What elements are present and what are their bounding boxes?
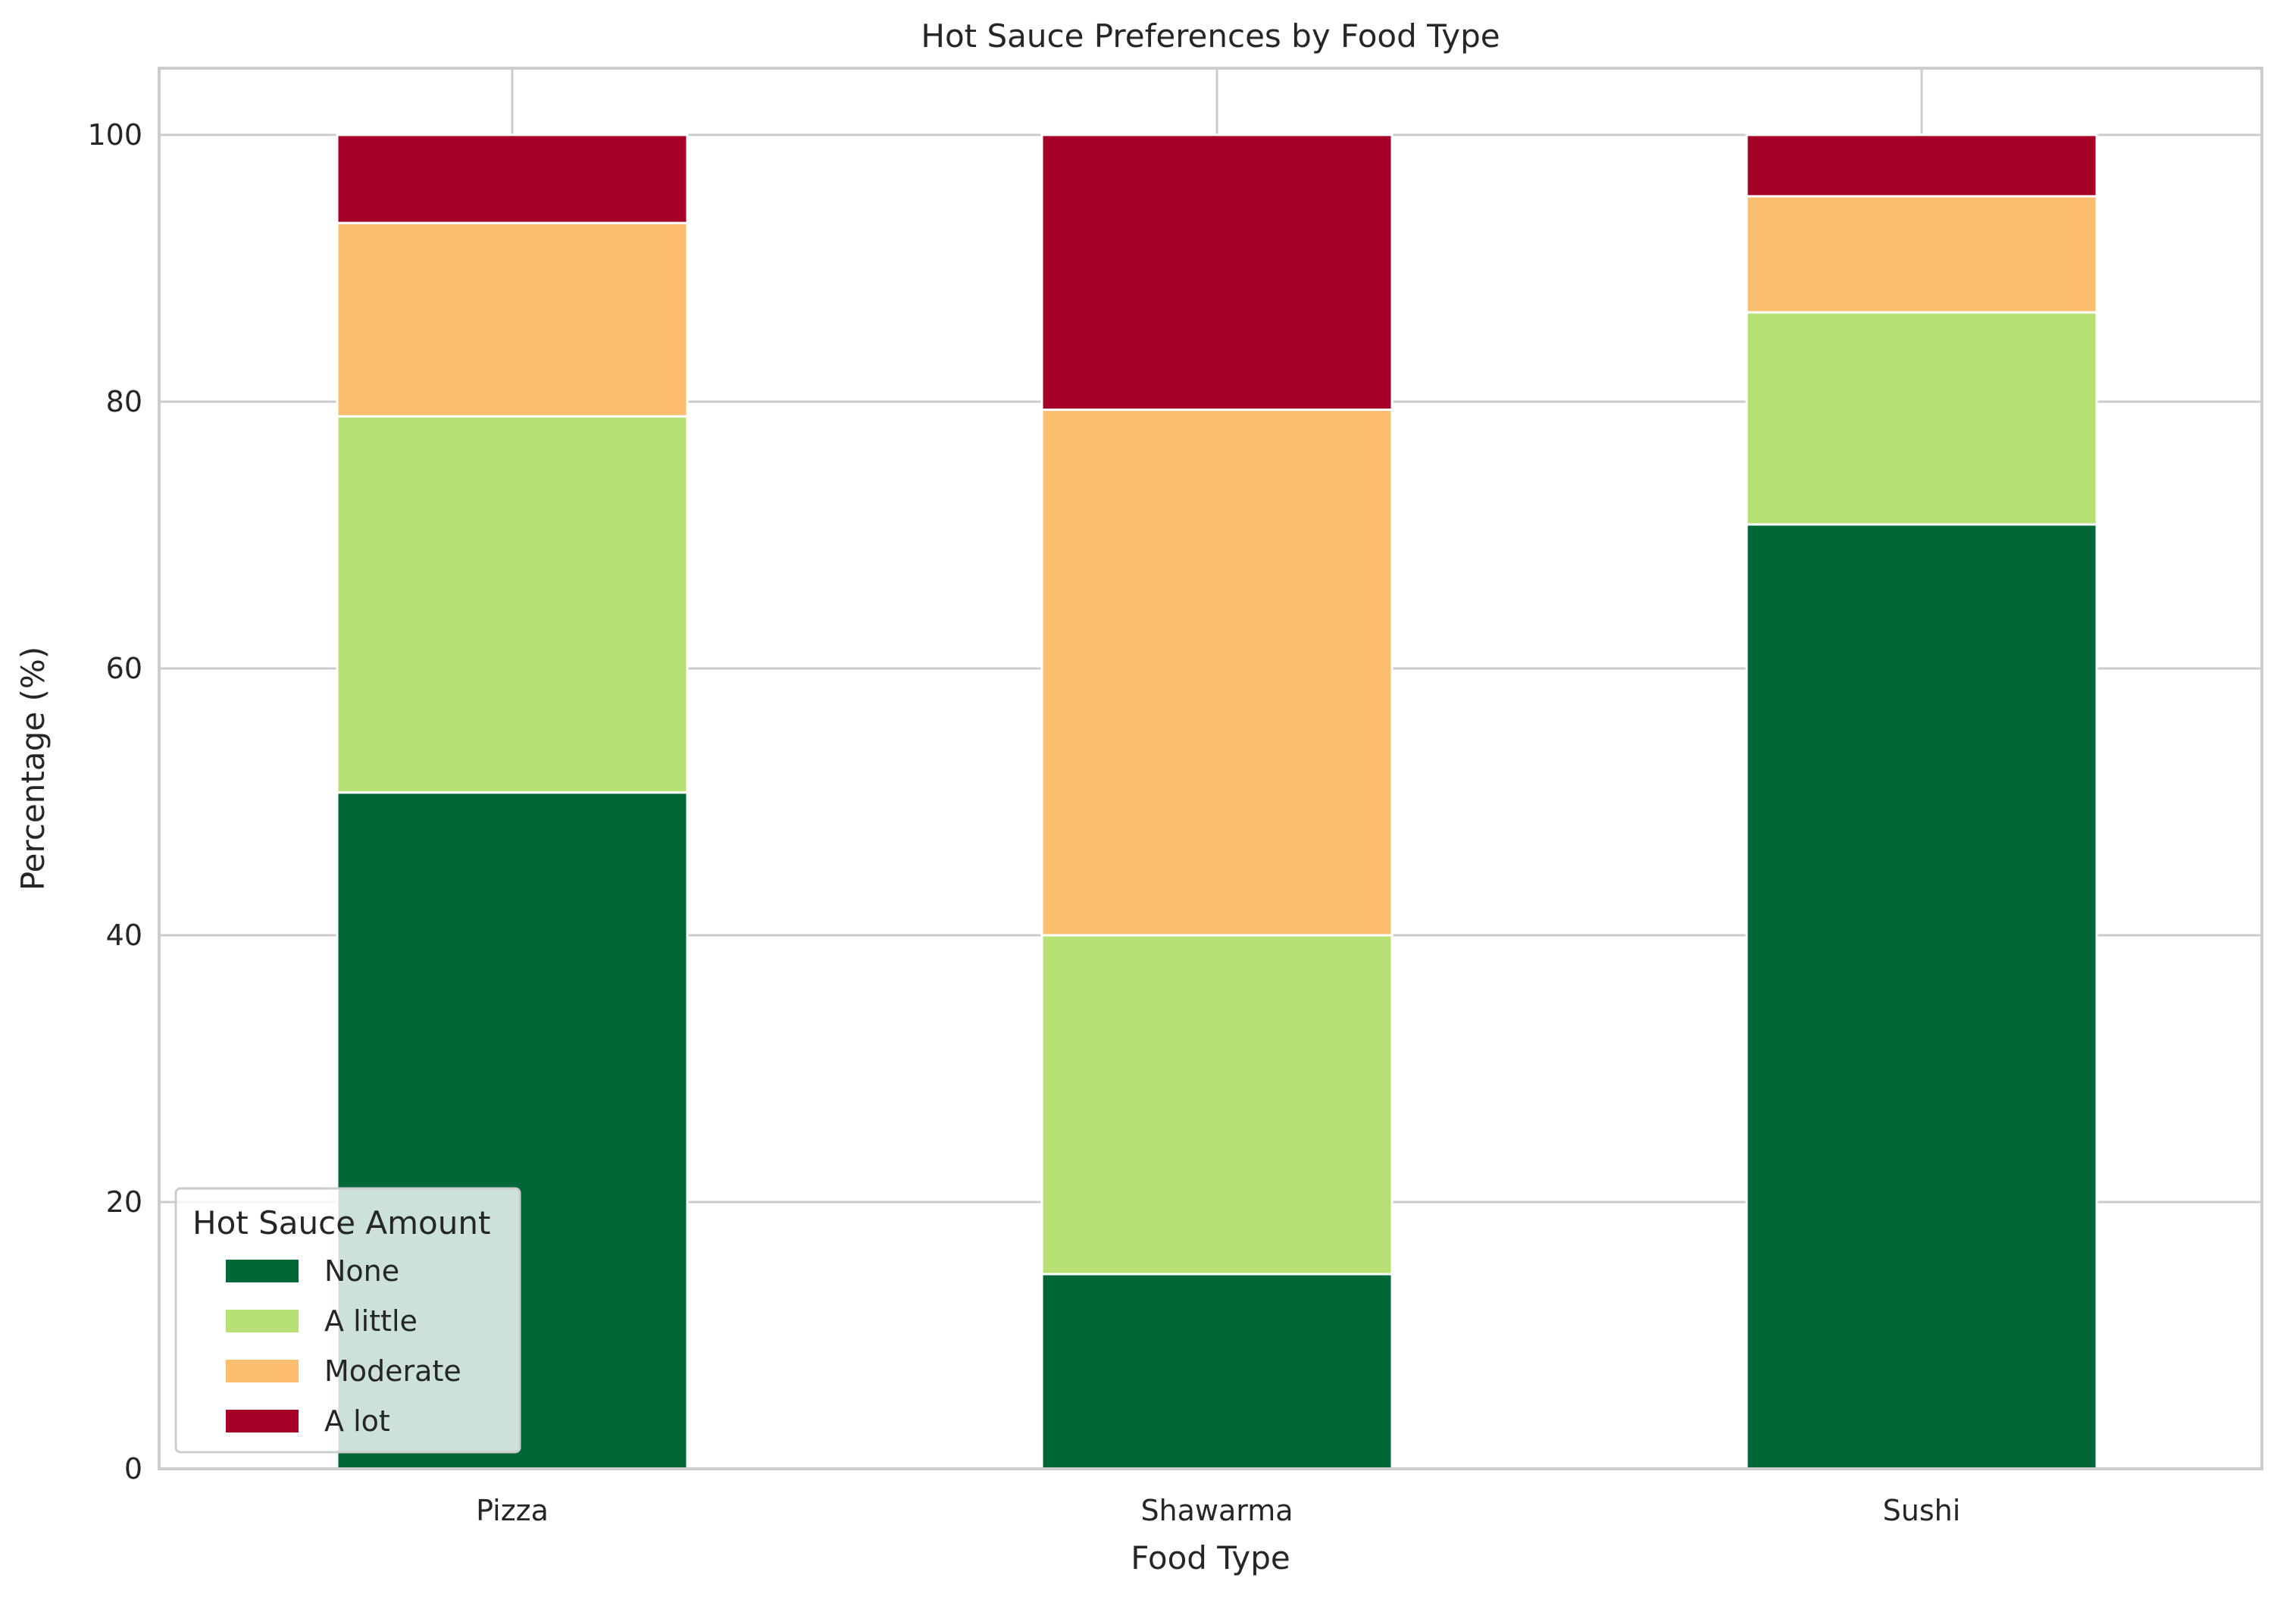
y-tick-label: 100 — [87, 118, 142, 152]
bar-stack-shawarma — [1040, 133, 1394, 1470]
y-tick-label: 0 — [124, 1452, 142, 1486]
legend-label: None — [324, 1254, 399, 1288]
legend-swatch — [226, 1310, 299, 1332]
bar-pizza-a-little — [336, 415, 689, 794]
legend-label: A little — [324, 1304, 418, 1338]
y-axis-label: Percentage (%) — [14, 647, 52, 891]
x-axis-label: Food Type — [1131, 1539, 1290, 1576]
legend-box — [174, 1187, 521, 1454]
legend-label: A lot — [324, 1404, 390, 1438]
y-tick-label: 80 — [106, 385, 142, 418]
bar-pizza-a-lot — [336, 133, 689, 224]
x-tick-label: Shawarma — [1140, 1494, 1293, 1527]
bar-stack-sushi — [1745, 133, 2098, 1470]
bar-sushi-none — [1745, 523, 2098, 1470]
bar-sushi-moderate — [1745, 195, 2098, 314]
legend: Hot Sauce Amount None A little Moderate A l… — [174, 1187, 521, 1454]
tick-labels: 0 20 40 60 80 100 Pizza Shawarma Sushi — [87, 118, 1960, 1527]
chart-title: Hot Sauce Preferences by Food Type — [921, 17, 1500, 55]
legend-label: Moderate — [324, 1354, 461, 1388]
y-tick-label: 60 — [106, 652, 142, 685]
legend-swatch — [226, 1260, 299, 1282]
bar-pizza-moderate — [336, 221, 689, 418]
bar-shawarma-moderate — [1040, 409, 1394, 937]
bar-sushi-a-little — [1745, 311, 2098, 526]
legend-title: Hot Sauce Amount — [192, 1204, 490, 1241]
plot-frame — [158, 67, 2263, 1470]
y-tick-label: 40 — [106, 919, 142, 952]
x-tick-label: Sushi — [1883, 1494, 1961, 1527]
bar-stacks — [336, 133, 2098, 1470]
bar-shawarma-a-lot — [1040, 133, 1394, 412]
legend-swatch — [226, 1360, 299, 1382]
bar-shawarma-none — [1040, 1273, 1394, 1470]
bar-shawarma-a-little — [1040, 934, 1394, 1276]
x-tick-label: Pizza — [476, 1494, 549, 1527]
y-tick-label: 20 — [106, 1185, 142, 1219]
bar-sushi-a-lot — [1745, 133, 2098, 198]
legend-swatch — [226, 1410, 299, 1432]
